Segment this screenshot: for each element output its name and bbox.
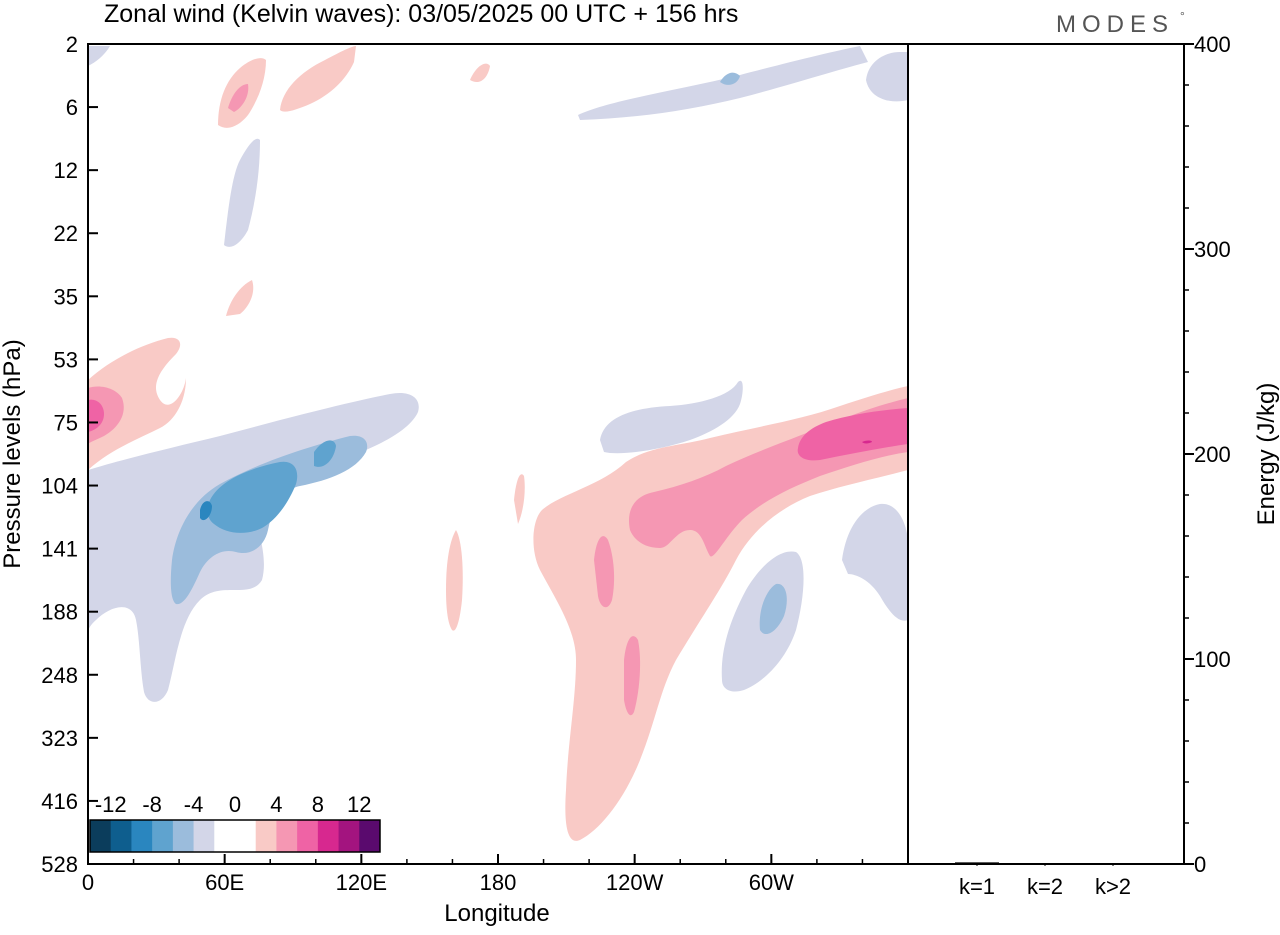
y-tick-label: 6 <box>66 95 78 120</box>
y-tick-label: 75 <box>54 410 78 435</box>
chart-title: Zonal wind (Kelvin waves): 03/05/2025 00… <box>104 0 738 28</box>
colorbar-swatch <box>297 820 318 852</box>
wavenumber-axis: k=1 k=2 k>2 <box>959 864 1131 899</box>
wavenumber-label: k>2 <box>1095 874 1131 899</box>
colorbar-tick-label: -12 <box>95 792 127 817</box>
colorbar-swatch <box>339 820 360 852</box>
x-tick-label: 0 <box>82 870 94 895</box>
colorbar-swatch <box>318 820 339 852</box>
energy-tick-label: 0 <box>1194 852 1206 877</box>
y-tick-label: 12 <box>54 158 78 183</box>
energy-axis: 0 100 200 300 400 <box>1184 32 1231 877</box>
y-tick-label: 2 <box>66 32 78 57</box>
logo-mark: ° <box>1180 9 1185 23</box>
energy-axis-label: Energy (J/kg) <box>1253 383 1280 526</box>
zonal-wind-panel: 2 6 12 22 35 53 75 104 141 188 248 323 416 528 0 60E 12… <box>0 32 908 927</box>
y-tick-label: 416 <box>41 789 78 814</box>
colorbar-swatch <box>276 820 297 852</box>
y-tick-label: 35 <box>54 284 78 309</box>
modes-logo: MODES ° <box>1056 9 1185 38</box>
colorbar-swatch <box>214 820 235 852</box>
y-axis-label: Pressure levels (hPa) <box>0 339 26 568</box>
wavenumber-label: k=2 <box>1027 874 1063 899</box>
x-tick-label: 60E <box>205 870 244 895</box>
colorbar-swatch <box>131 820 152 852</box>
wavenumber-label: k=1 <box>959 874 995 899</box>
energy-bar <box>955 862 999 864</box>
y-tick-label: 248 <box>41 663 78 688</box>
y-tick-label: 141 <box>41 537 78 562</box>
x-tick-label: 120E <box>336 870 387 895</box>
energy-tick-label: 400 <box>1194 32 1231 57</box>
energy-tick-label: 200 <box>1194 442 1231 467</box>
x-tick-label: 60W <box>749 870 794 895</box>
y-tick-label: 22 <box>54 221 78 246</box>
energy-bar <box>1091 863 1135 864</box>
energy-tick-label: 300 <box>1194 237 1231 262</box>
colorbar-tick-label: 8 <box>312 792 324 817</box>
colorbar-swatch <box>235 820 256 852</box>
colorbar-tick-label: -4 <box>184 792 204 817</box>
colorbar-swatch <box>194 820 215 852</box>
logo-text: MODES <box>1056 11 1174 38</box>
y-tick-label: 188 <box>41 600 78 625</box>
x-tick-label: 120W <box>606 870 664 895</box>
y-tick-label: 528 <box>41 852 78 877</box>
colorbar-swatch <box>152 820 173 852</box>
colorbar-swatch <box>173 820 194 852</box>
energy-panel: 0 100 200 300 400 k=1 k=2 k>2 Energy (J/kg) <box>908 32 1280 899</box>
x-axis-label: Longitude <box>444 900 549 927</box>
colorbar-tick-label: -8 <box>142 792 162 817</box>
colorbar-swatch <box>359 820 380 852</box>
colorbar-swatch <box>90 820 111 852</box>
y-tick-label: 104 <box>41 474 78 499</box>
x-tick-label: 180 <box>480 870 517 895</box>
energy-frame <box>908 44 1184 864</box>
colorbar-swatch <box>256 820 277 852</box>
colorbar-tick-label: 12 <box>347 792 371 817</box>
colorbar-tick-label: 4 <box>270 792 282 817</box>
y-tick-label: 53 <box>54 347 78 372</box>
colorbar-tick-label: 0 <box>229 792 241 817</box>
y-tick-label: 323 <box>41 726 78 751</box>
colorbar-swatch <box>111 820 132 852</box>
energy-tick-label: 100 <box>1194 647 1231 672</box>
